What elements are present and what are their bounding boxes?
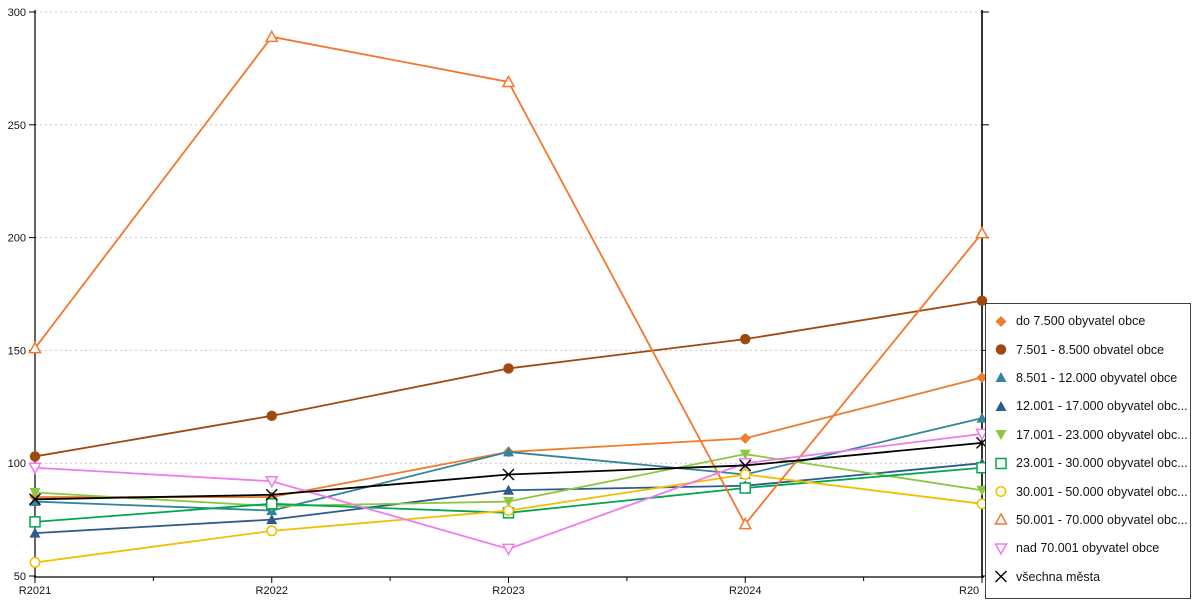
square-open-icon <box>739 482 751 494</box>
x-cross-icon <box>995 570 1007 583</box>
triangle-down-open-icon <box>501 543 516 556</box>
circle-open-icon <box>995 486 1007 497</box>
legend-item-6[interactable]: 30.001 - 50.000 obyvatel obc... <box>993 477 1190 505</box>
triangle-up-open-icon <box>975 226 989 239</box>
triangle-up-filled-icon <box>995 400 1007 411</box>
triangle-down-open-icon <box>28 462 42 475</box>
circle-filled-icon <box>995 344 1007 355</box>
square-open-icon <box>29 516 41 528</box>
x-cross-icon <box>502 468 515 481</box>
y-tick-label: 150 <box>8 345 26 357</box>
triangle-down-open-icon <box>264 475 279 489</box>
triangle-down-open-icon <box>994 543 1008 556</box>
triangle-up-open-icon <box>264 29 279 43</box>
legend-item-label: všechna města <box>1016 569 1101 584</box>
x-cross-icon <box>29 493 41 506</box>
legend-item-2[interactable]: 8.501 - 12.000 obyvatel obce <box>993 364 1190 392</box>
x-cross-icon <box>995 570 1007 583</box>
legend-item-label: 8.501 - 12.000 obyvatel obce <box>1016 370 1178 385</box>
legend: do 7.500 obyvatel obce 7.501 - 8.500 obva… <box>985 303 1191 599</box>
circle-filled-icon <box>503 363 514 374</box>
triangle-up-filled-icon <box>503 484 514 495</box>
triangle-down-filled-icon <box>503 497 514 508</box>
x-tick-label: R2023 <box>492 585 524 597</box>
circle-open-icon <box>503 505 514 517</box>
legend-item-label: 30.001 - 50.000 obyvatel obc... <box>1016 484 1188 499</box>
y-tick-label: 50 <box>14 571 26 583</box>
legend-item-label: 50.001 - 70.000 obyvatel obc... <box>1016 512 1188 527</box>
series-4 <box>29 449 988 512</box>
square-open-icon <box>995 457 1007 469</box>
triangle-up-filled-icon <box>995 400 1007 411</box>
series-line <box>34 299 983 458</box>
series-6 <box>29 469 988 568</box>
diamond-filled-icon <box>976 371 988 383</box>
series-9 <box>29 436 988 506</box>
x-tick-label: R2024 <box>729 585 761 597</box>
diamond-filled-icon <box>995 315 1007 327</box>
legend-item-7[interactable]: 50.001 - 70.000 obyvatel obc... <box>993 506 1190 534</box>
series-7 <box>28 29 989 530</box>
circle-open-icon <box>995 486 1007 497</box>
triangle-down-filled-icon <box>995 430 1007 441</box>
legend-item-9[interactable]: všechna města <box>993 563 1190 591</box>
triangle-up-open-icon <box>994 512 1008 526</box>
y-tick-label: 200 <box>8 233 26 245</box>
legend-item-label: 12.001 - 17.000 obyvatel obc... <box>1016 399 1188 414</box>
triangle-down-filled-icon <box>995 430 1007 441</box>
x-tick-label: R20 <box>959 585 979 597</box>
x-cross-icon <box>265 488 278 501</box>
legend-item-label: 17.001 - 23.000 obyvatel obc... <box>1016 427 1188 442</box>
circle-open-icon <box>29 557 41 568</box>
triangle-up-open-icon <box>501 74 516 88</box>
legend-item-label: 7.501 - 8.500 obvatel obce <box>1016 342 1165 357</box>
triangle-up-filled-icon <box>503 446 514 457</box>
triangle-down-filled-icon <box>739 449 751 460</box>
y-tick-label: 100 <box>8 458 26 470</box>
triangle-up-filled-icon <box>976 412 988 423</box>
legend-item-0[interactable]: do 7.500 obyvatel obce <box>993 307 1190 335</box>
square-open-icon <box>266 498 278 510</box>
legend-item-label: nad 70.001 obyvatel obce <box>1016 541 1160 556</box>
legend-item-label: do 7.500 obyvatel obce <box>1016 314 1146 329</box>
circle-filled-icon <box>29 451 41 462</box>
legend-item-4[interactable]: 17.001 - 23.000 obyvatel obc... <box>993 421 1190 449</box>
series-0 <box>29 371 988 503</box>
triangle-up-open-icon <box>994 512 1008 526</box>
triangle-up-filled-icon <box>29 496 41 507</box>
legend-item-label: 23.001 - 30.000 obyvatel obc... <box>1016 456 1188 471</box>
legend-item-1[interactable]: 7.501 - 8.500 obvatel obce <box>993 335 1190 363</box>
x-tick-label: R2021 <box>19 585 51 597</box>
triangle-up-filled-icon <box>995 372 1007 383</box>
triangle-up-open-icon <box>738 517 753 530</box>
circle-filled-icon <box>976 295 988 306</box>
series-5 <box>29 461 988 528</box>
circle-open-icon <box>266 525 278 537</box>
x-tick-label: R2022 <box>256 585 288 597</box>
triangle-up-open-icon <box>28 341 42 354</box>
square-open-icon <box>995 457 1007 469</box>
triangle-down-open-icon <box>994 543 1008 556</box>
legend-item-3[interactable]: 12.001 - 17.000 obyvatel obc... <box>993 392 1190 420</box>
circle-filled-icon <box>995 344 1007 355</box>
y-tick-label: 300 <box>8 7 26 19</box>
diamond-filled-icon <box>995 315 1007 327</box>
legend-item-8[interactable]: nad 70.001 obyvatel obce <box>993 534 1190 562</box>
circle-open-icon <box>739 469 751 480</box>
circle-filled-icon <box>266 410 277 422</box>
triangle-down-open-icon <box>975 428 989 441</box>
series-1 <box>29 295 988 462</box>
triangle-up-filled-icon <box>266 514 278 525</box>
triangle-down-filled-icon <box>976 485 988 496</box>
x-cross-icon <box>739 459 752 472</box>
diamond-filled-icon <box>739 432 751 444</box>
y-tick-label: 250 <box>8 120 26 132</box>
triangle-down-filled-icon <box>29 488 41 499</box>
circle-filled-icon <box>740 333 751 345</box>
legend-item-5[interactable]: 23.001 - 30.000 obyvatel obc... <box>993 449 1190 477</box>
triangle-up-filled-icon <box>29 527 41 538</box>
triangle-up-filled-icon <box>995 372 1007 383</box>
